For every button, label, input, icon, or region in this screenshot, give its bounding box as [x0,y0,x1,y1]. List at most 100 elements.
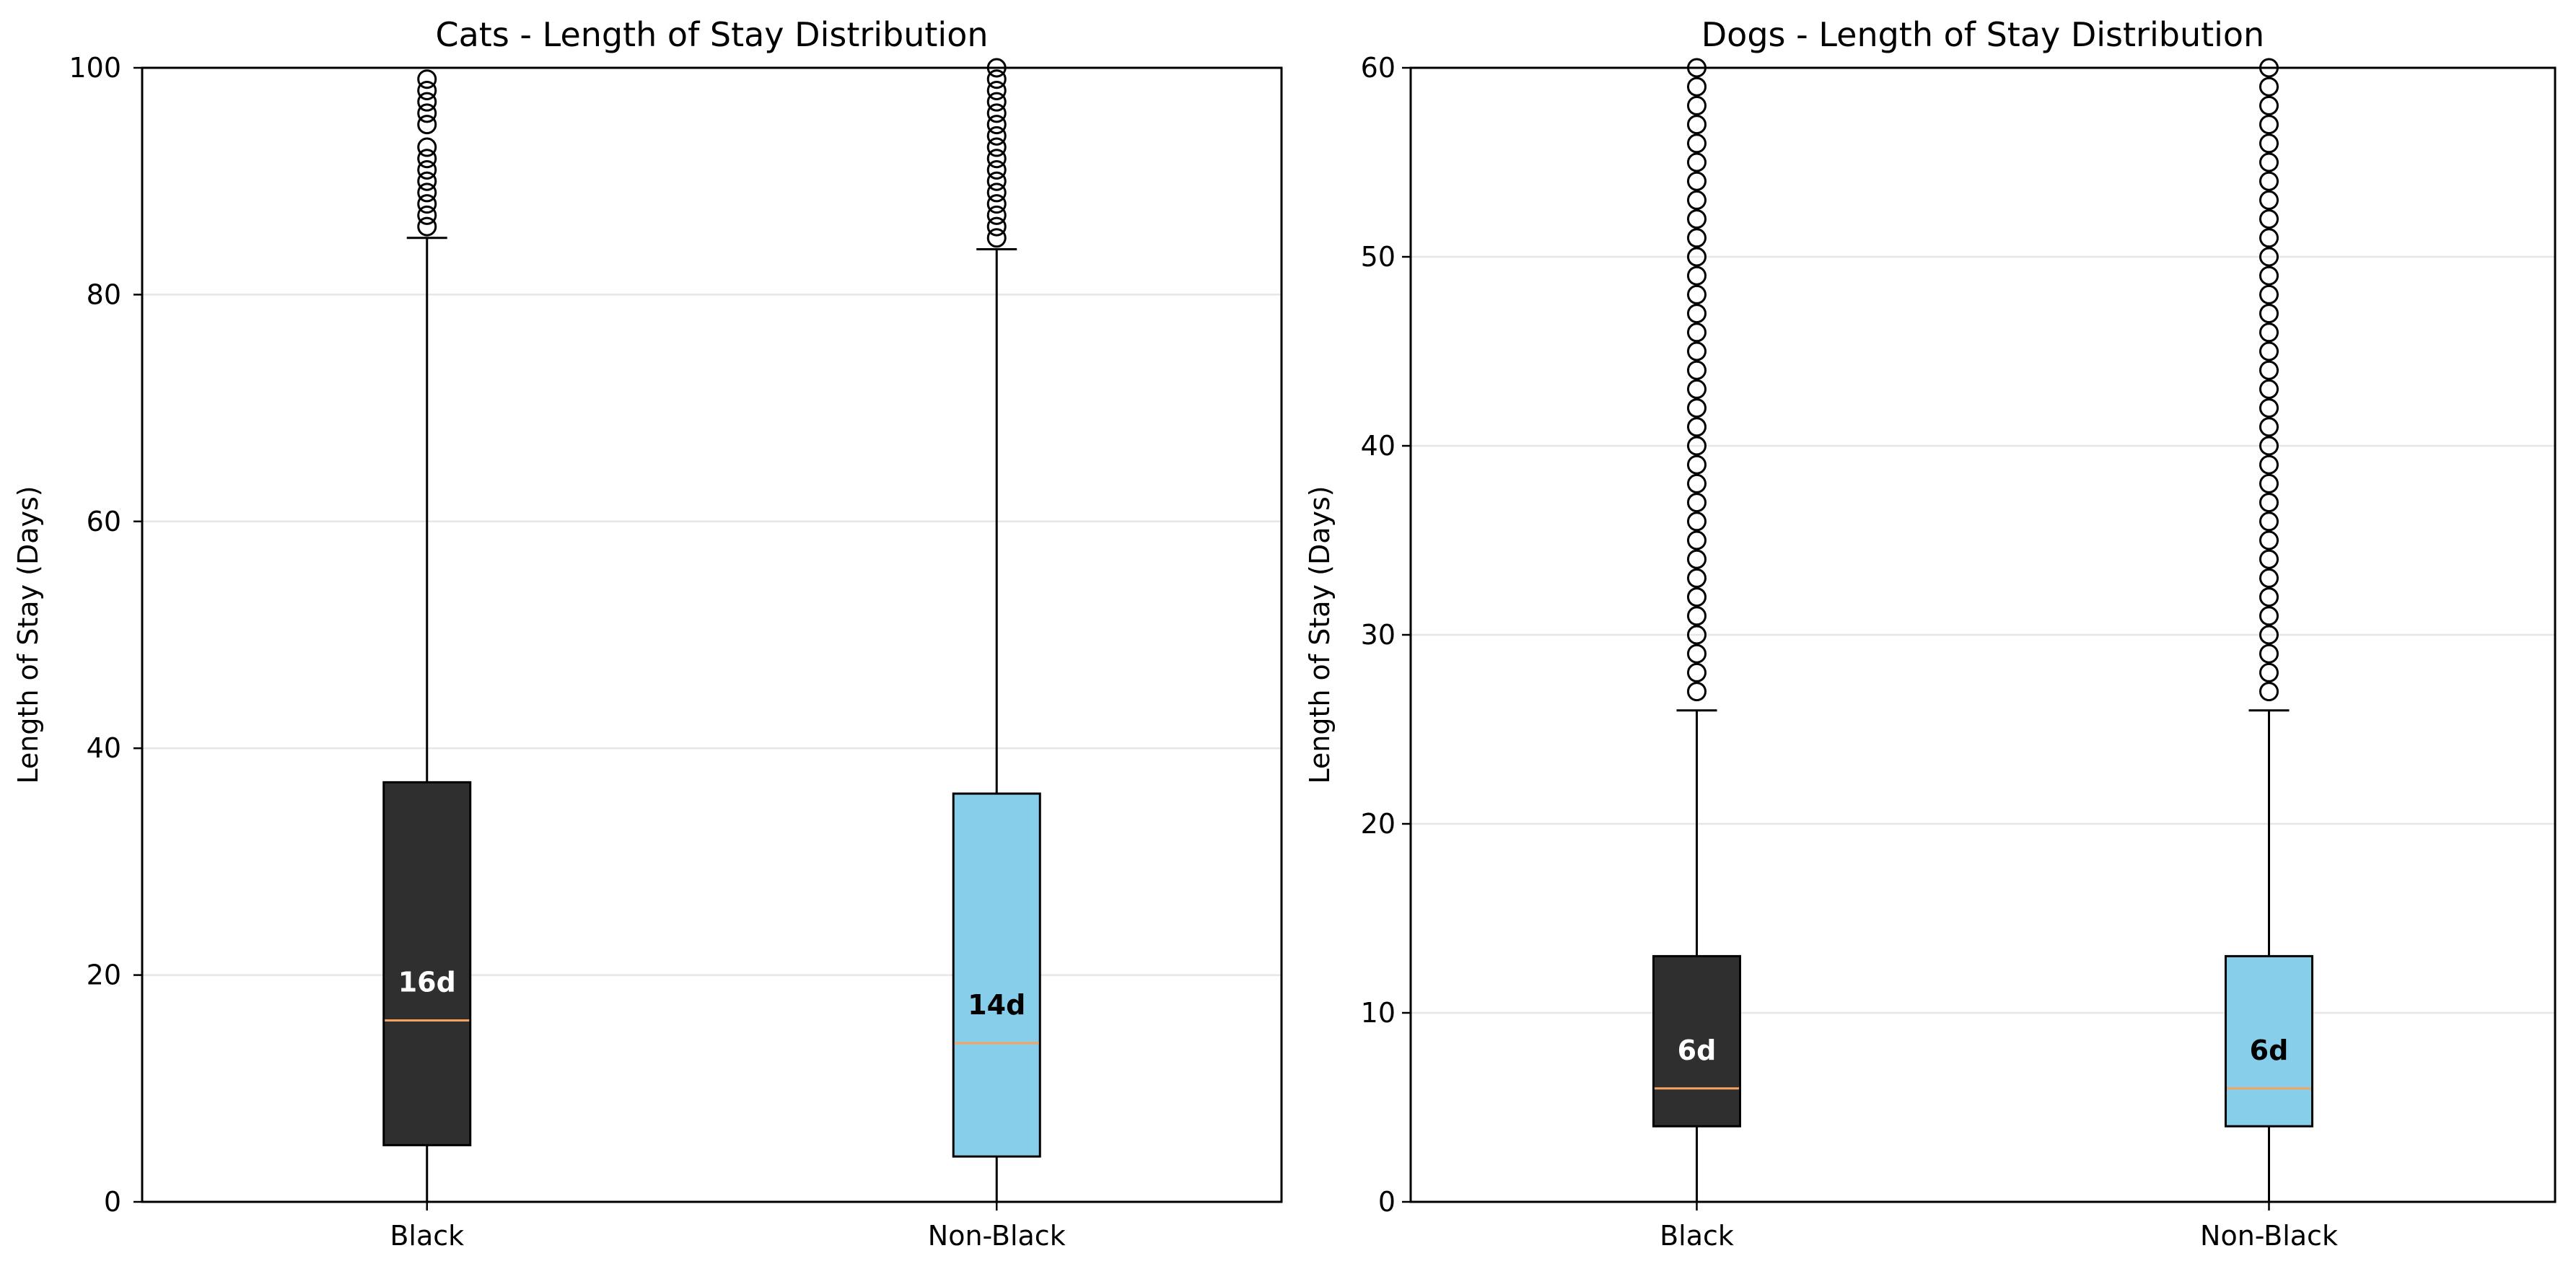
outlier-point [1687,454,1707,475]
outlier-point [1687,247,1707,267]
outlier-point [417,183,437,203]
median-label: 16d [398,966,456,998]
outlier-point [986,183,1007,203]
outlier-point [1687,511,1707,532]
median-label: 6d [1678,1034,1717,1066]
chart-title: Cats - Length of Stay Distribution [435,15,988,54]
outlier-point [1687,625,1707,645]
median-label: 14d [968,989,1025,1021]
box-black: 16d [382,69,472,1203]
outlier-point [986,205,1007,225]
outlier-point [417,216,437,237]
outlier-point [2259,115,2279,135]
outlier-point [2259,322,2279,343]
outlier-point [2259,625,2279,645]
outlier-point [1687,341,1707,361]
outlier-point [417,149,437,169]
outlier-point [986,80,1007,100]
box-non-black: 6d [2225,58,2313,1203]
outlier-point [1687,322,1707,343]
outlier-point [1687,587,1707,607]
cats-chart-panel: 0 20 40 60 80 100 16d 14d Black Non-Black Cats - L… [12,15,1283,1252]
outlier-point [417,159,437,180]
outlier-point [1687,662,1707,682]
y-tick-label: 60 [87,506,121,537]
outlier-point [1687,530,1707,550]
outlier-point [2259,606,2279,626]
outlier-point [2259,682,2279,702]
outlier-point [2259,304,2279,324]
outlier-point [2259,133,2279,154]
y-tick-label: 100 [69,52,121,84]
outlier-point [986,126,1007,146]
outlier-point [1687,493,1707,513]
y-tick-label: 60 [1361,52,1396,84]
outlier-point [1687,360,1707,380]
plot-frame [1409,66,2557,1203]
outlier-point [1687,398,1707,418]
outlier-point [417,103,437,123]
y-tick-label: 0 [1378,1186,1396,1218]
y-axis-label: Length of Stay (Days) [12,486,44,783]
outlier-point [2259,379,2279,399]
outlier-point [417,137,437,157]
y-axis-label: Length of Stay (Days) [1304,486,1336,783]
outlier-point [1687,379,1707,399]
chart-title: Dogs - Length of Stay Distribution [1701,15,2264,54]
outlier-point [2259,568,2279,588]
x-tick-label: Non-Black [2200,1220,2338,1252]
outlier-point [2259,511,2279,532]
box-black: 6d [1652,58,1741,1203]
outlier-point [417,115,437,135]
outlier-point [1687,436,1707,456]
iqr-box [1652,954,1741,1128]
outlier-point [1687,304,1707,324]
outlier-point [1687,95,1707,115]
outlier-point [2259,265,2279,286]
outlier-point [2259,152,2279,172]
iqr-box [382,781,472,1146]
outlier-point [2259,360,2279,380]
outlier-point [1687,76,1707,97]
outlier-point [417,80,437,100]
outlier-point [2259,228,2279,248]
y-tick-label: 50 [1361,241,1396,273]
y-tick-label: 0 [104,1186,121,1218]
outlier-point [1687,209,1707,229]
outlier-point [1687,190,1707,210]
outlier-point [2259,171,2279,191]
iqr-box [2225,954,2313,1128]
y-tick-label: 80 [87,278,121,310]
outlier-point [1687,417,1707,437]
outlier-point [1687,549,1707,569]
outlier-point [1687,171,1707,191]
outlier-point [1687,265,1707,286]
outlier-point [986,159,1007,180]
outlier-point [1687,473,1707,493]
y-tick-label: 20 [87,959,121,991]
box-non-black: 14d [952,58,1041,1203]
outlier-point [986,69,1007,89]
y-tick-label: 30 [1361,619,1396,651]
outlier-point [417,92,437,112]
outlier-point [1687,568,1707,588]
outlier-point [1687,115,1707,135]
outlier-point [1687,643,1707,664]
outlier-point [1687,133,1707,154]
outlier-point [2259,190,2279,210]
outlier-point [417,171,437,191]
outlier-point [2259,417,2279,437]
y-tick-label: 40 [87,732,121,764]
outlier-point [986,115,1007,135]
outlier-point [2259,454,2279,475]
outlier-point [2259,95,2279,115]
outlier-point [2259,530,2279,550]
outlier-point [1687,606,1707,626]
x-tick-label: Non-Black [928,1220,1066,1252]
outlier-point [2259,247,2279,267]
y-tick-label: 10 [1361,997,1396,1029]
outlier-point [986,103,1007,123]
outlier-point [417,194,437,214]
outlier-point [2259,473,2279,493]
